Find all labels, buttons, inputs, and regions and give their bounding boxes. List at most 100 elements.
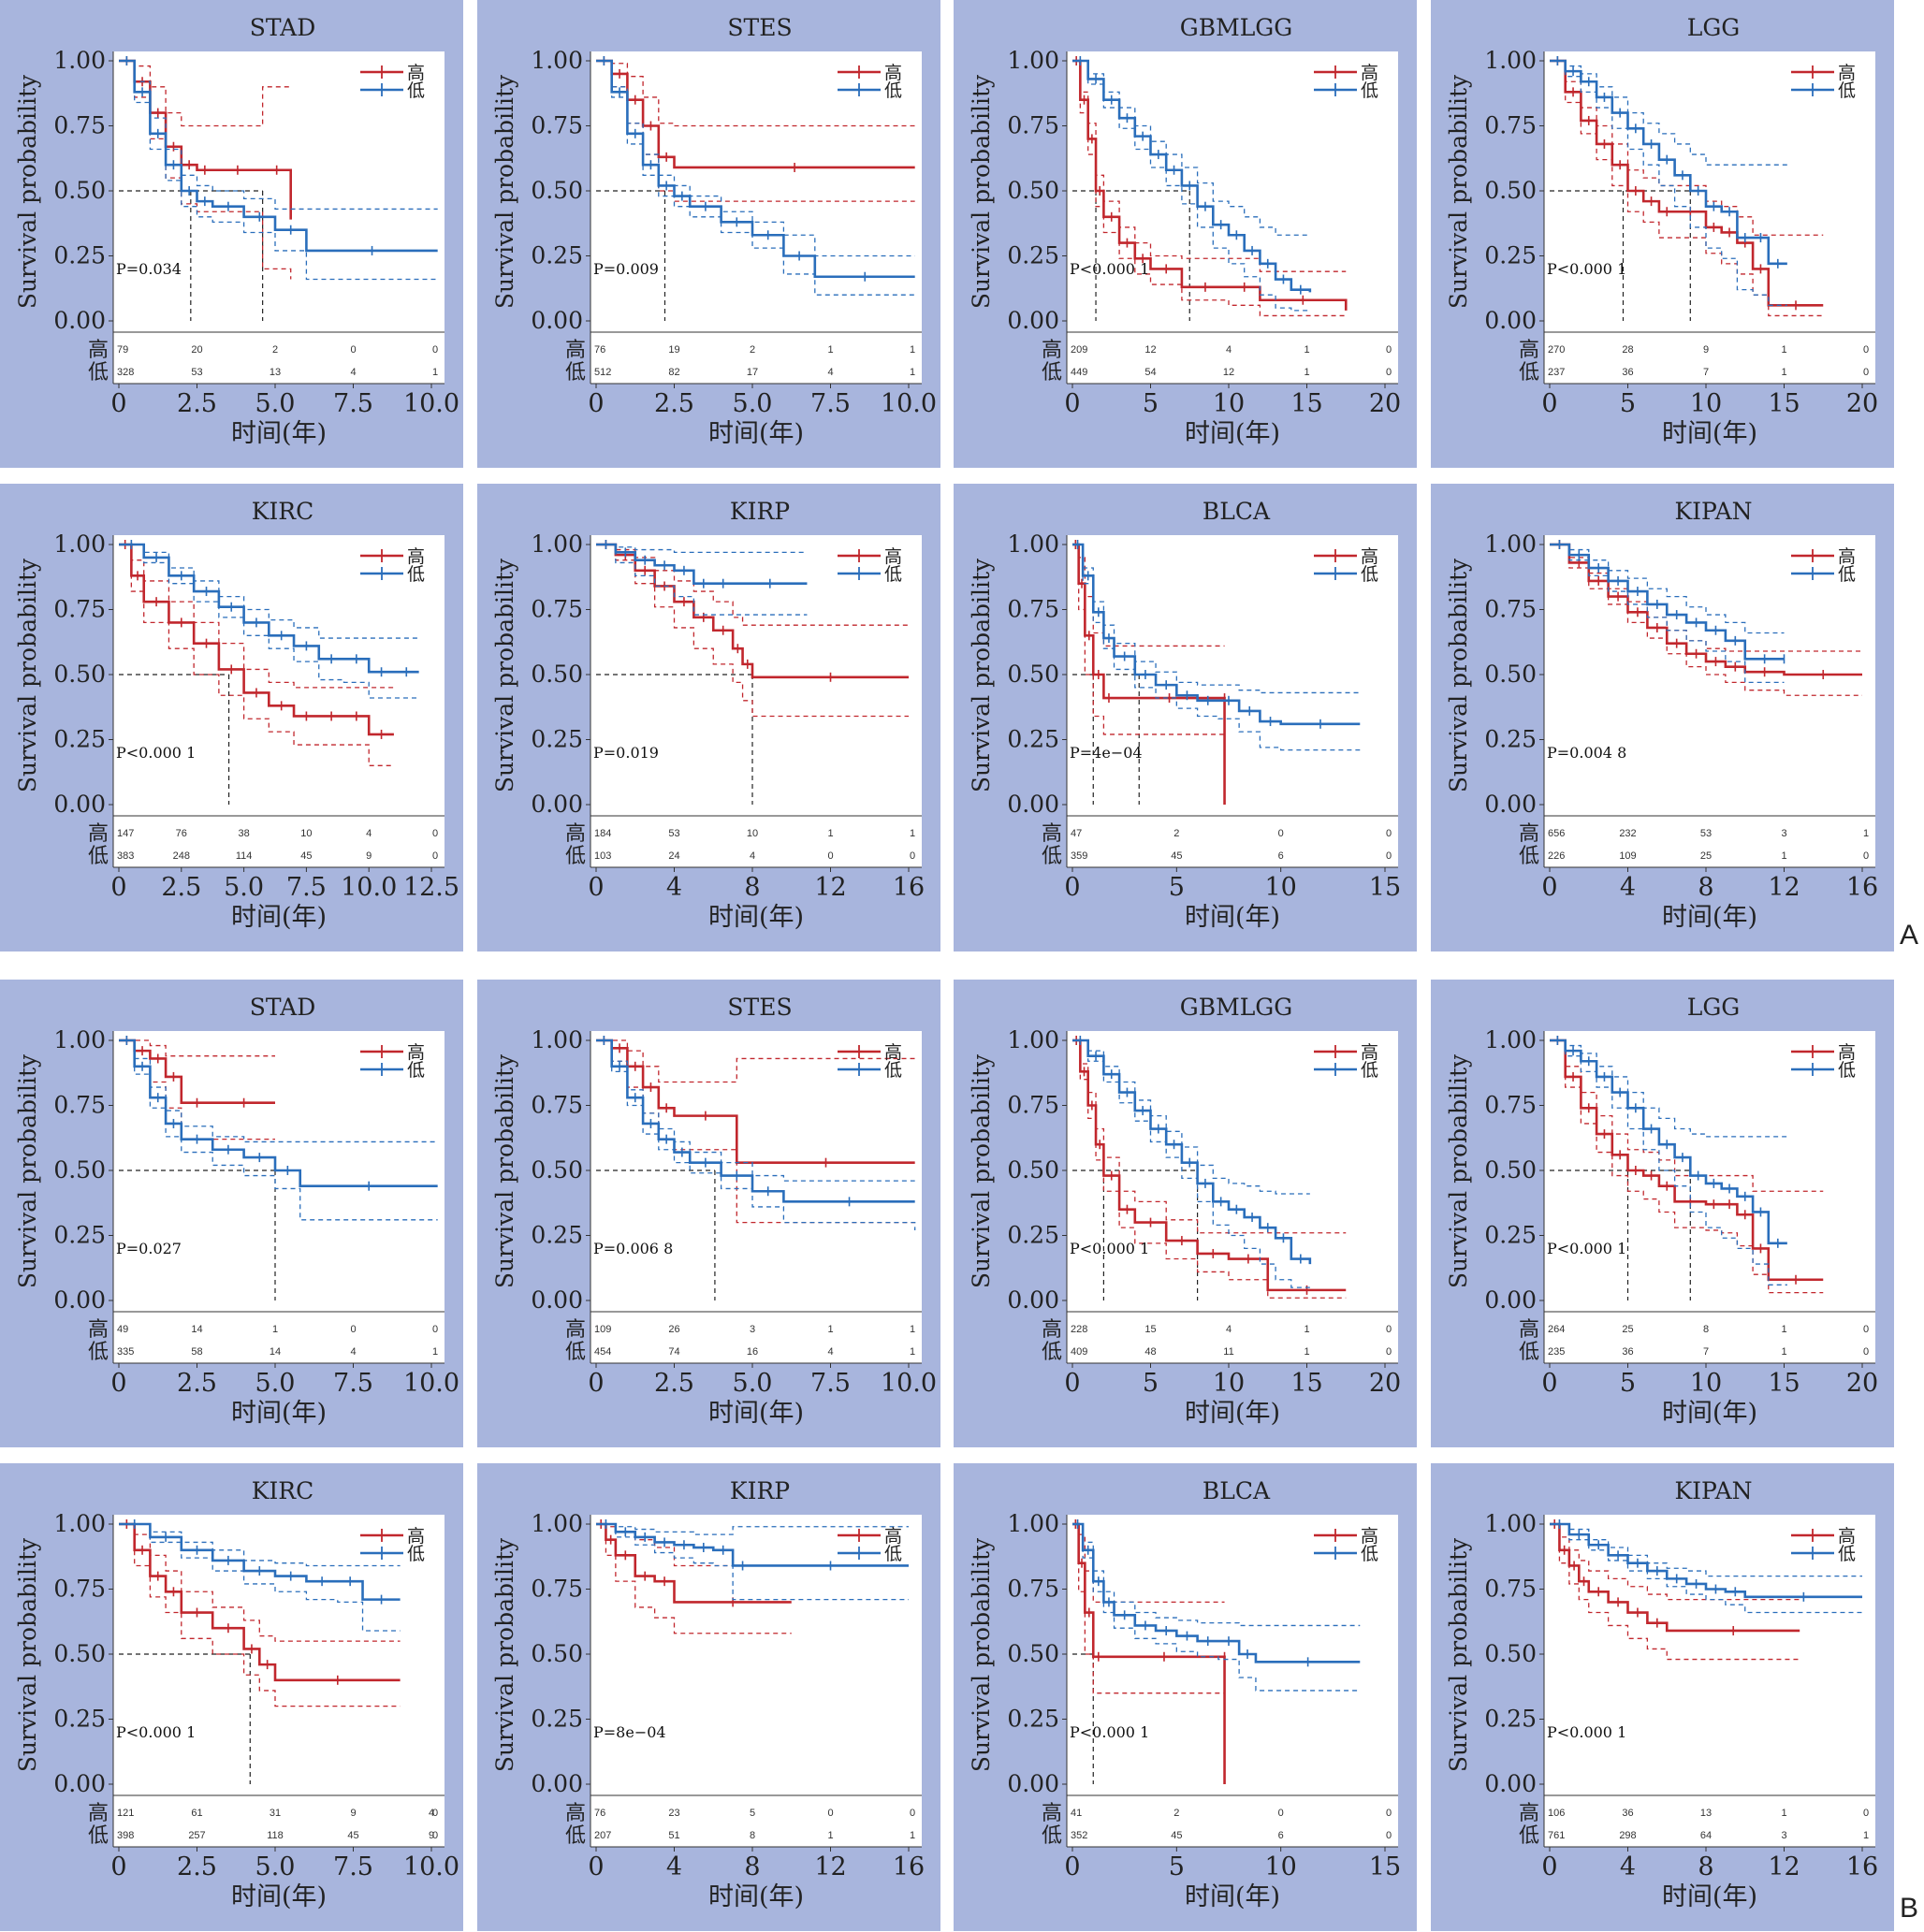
panel-title: BLCA xyxy=(1202,1477,1271,1504)
risk-count: 1 xyxy=(1863,828,1869,839)
y-tick-label: 0.50 xyxy=(1484,661,1537,688)
risk-count: 398 xyxy=(117,1830,134,1841)
risk-row-label-low: 低 xyxy=(88,845,109,868)
x-tick-label: 4 xyxy=(666,873,682,902)
risk-count: 24 xyxy=(668,850,679,862)
risk-row-label-high: 高 xyxy=(88,1802,109,1825)
p-value-label: P=0.004 8 xyxy=(1547,744,1626,762)
risk-count: 45 xyxy=(1171,1830,1182,1841)
x-tick-label: 0 xyxy=(110,1852,126,1881)
ci-lower-high xyxy=(119,60,292,280)
y-axis-label: Survival probability xyxy=(1445,1537,1472,1772)
y-tick-label: 0.75 xyxy=(1007,1092,1059,1119)
km-plot-svg: STAD 0.00 0.25 0.50 0.75 1.00 Survival probabi… xyxy=(14,14,459,448)
x-tick-label: 10.0 xyxy=(403,389,459,418)
x-tick-label: 15 xyxy=(1768,1369,1800,1398)
x-tick-label: 10.0 xyxy=(403,1852,459,1881)
risk-count: 4 xyxy=(1226,1324,1232,1335)
legend-label-low: 低 xyxy=(407,80,425,101)
risk-count: 298 xyxy=(1619,1830,1636,1841)
risk-count: 0 xyxy=(1863,344,1869,356)
risk-count: 1 xyxy=(827,344,833,356)
risk-count: 8 xyxy=(1703,1324,1709,1335)
x-tick-label: 10 xyxy=(1264,1852,1296,1881)
risk-count: 53 xyxy=(1700,828,1712,839)
risk-count: 45 xyxy=(1171,850,1182,862)
risk-table-area xyxy=(113,816,445,867)
panel-title: KIRC xyxy=(252,1477,314,1504)
x-tick-label: 15 xyxy=(1369,1852,1401,1881)
risk-count: 13 xyxy=(270,367,281,378)
y-tick-label: 0.00 xyxy=(531,1286,583,1314)
risk-count: 6 xyxy=(1278,850,1284,862)
legend-label-high: 高 xyxy=(407,546,425,567)
y-tick-label: 0.00 xyxy=(531,307,583,334)
ci-lower-high xyxy=(1072,1039,1347,1299)
y-tick-label: 0.75 xyxy=(531,1092,583,1119)
p-value-label: P=8e−04 xyxy=(593,1723,666,1741)
y-tick-label: 1.00 xyxy=(531,530,583,558)
y-tick-label: 0.25 xyxy=(1484,1706,1537,1733)
ci-lower-high xyxy=(119,1523,401,1707)
risk-count: 207 xyxy=(594,1830,611,1841)
y-tick-label: 0.50 xyxy=(531,1156,583,1184)
legend-label-low: 低 xyxy=(1838,1060,1856,1081)
y-tick-label: 0.50 xyxy=(1484,1156,1537,1184)
risk-count: 36 xyxy=(1622,367,1633,378)
ci-upper-low xyxy=(1550,1523,1862,1577)
x-tick-label: 10 xyxy=(1264,873,1296,902)
y-tick-label: 1.00 xyxy=(531,1026,583,1053)
y-axis-label: Survival probability xyxy=(968,74,995,309)
panel-title: KIRP xyxy=(730,498,790,525)
risk-count: 11 xyxy=(1223,1346,1233,1358)
risk-count: 1 xyxy=(1781,1808,1786,1819)
x-axis-label: 时间(年) xyxy=(708,419,804,448)
km-plot-svg: STES 0.00 0.25 0.50 0.75 1.00 Survival probabi… xyxy=(491,14,937,448)
x-axis-label: 时间(年) xyxy=(1662,1399,1757,1428)
ci-upper-high xyxy=(596,1039,915,1083)
p-value-label: P<0.000 1 xyxy=(1070,1240,1149,1257)
km-panel-a-kipan: KIPAN 0.00 0.25 0.50 0.75 1.00 Survival probab… xyxy=(1431,484,1894,951)
x-tick-label: 7.5 xyxy=(810,389,851,418)
ci-upper-low xyxy=(1072,1039,1310,1195)
x-axis-label: 时间(年) xyxy=(231,903,327,932)
ci-upper-high xyxy=(119,1523,401,1642)
x-tick-label: 7.5 xyxy=(333,389,373,418)
p-value-label: P<0.000 1 xyxy=(1070,1723,1149,1741)
risk-count: 1 xyxy=(432,1346,438,1358)
risk-count: 1 xyxy=(910,1830,915,1841)
legend-label-low: 低 xyxy=(407,564,425,585)
y-tick-label: 1.00 xyxy=(531,47,583,74)
x-axis-label: 时间(年) xyxy=(231,419,327,448)
x-tick-label: 20 xyxy=(1369,389,1401,418)
km-panel-b-kipan: KIPAN 0.00 0.25 0.50 0.75 1.00 Survival probab… xyxy=(1431,1463,1894,1931)
risk-count: 4 xyxy=(429,1808,434,1819)
y-tick-label: 0.75 xyxy=(1484,1092,1537,1119)
x-tick-label: 10 xyxy=(1690,389,1722,418)
km-plot-svg: LGG 0.00 0.25 0.50 0.75 1.00 Survival probabil… xyxy=(1445,994,1878,1428)
figure-label-a: A xyxy=(1900,920,1919,951)
x-tick-label: 10.0 xyxy=(881,1369,937,1398)
legend-label-low: 低 xyxy=(884,1544,902,1564)
y-tick-label: 0.25 xyxy=(1007,726,1059,753)
risk-count: 1 xyxy=(1781,367,1786,378)
km-panel-b-stad: STAD 0.00 0.25 0.50 0.75 1.00 Survival probabi… xyxy=(0,980,463,1447)
km-curve-low xyxy=(1072,1522,1361,1663)
ci-lower-low xyxy=(1072,1039,1310,1288)
risk-table-area xyxy=(113,1312,445,1363)
risk-count: 6 xyxy=(1278,1830,1284,1841)
y-tick-label: 0.25 xyxy=(1484,726,1537,753)
x-tick-label: 0 xyxy=(1541,389,1557,418)
ci-upper-low xyxy=(119,60,438,211)
risk-count: 1 xyxy=(1781,344,1786,356)
y-tick-label: 0.00 xyxy=(1007,1770,1059,1797)
risk-count: 0 xyxy=(1863,1324,1869,1335)
x-axis-label: 时间(年) xyxy=(708,1882,804,1911)
km-curve-high xyxy=(119,59,292,220)
risk-count: 2 xyxy=(272,344,278,356)
risk-count: 1 xyxy=(1781,1346,1786,1358)
risk-count: 1 xyxy=(1304,344,1309,356)
risk-table-area xyxy=(113,332,445,384)
risk-count: 235 xyxy=(1548,1346,1565,1358)
